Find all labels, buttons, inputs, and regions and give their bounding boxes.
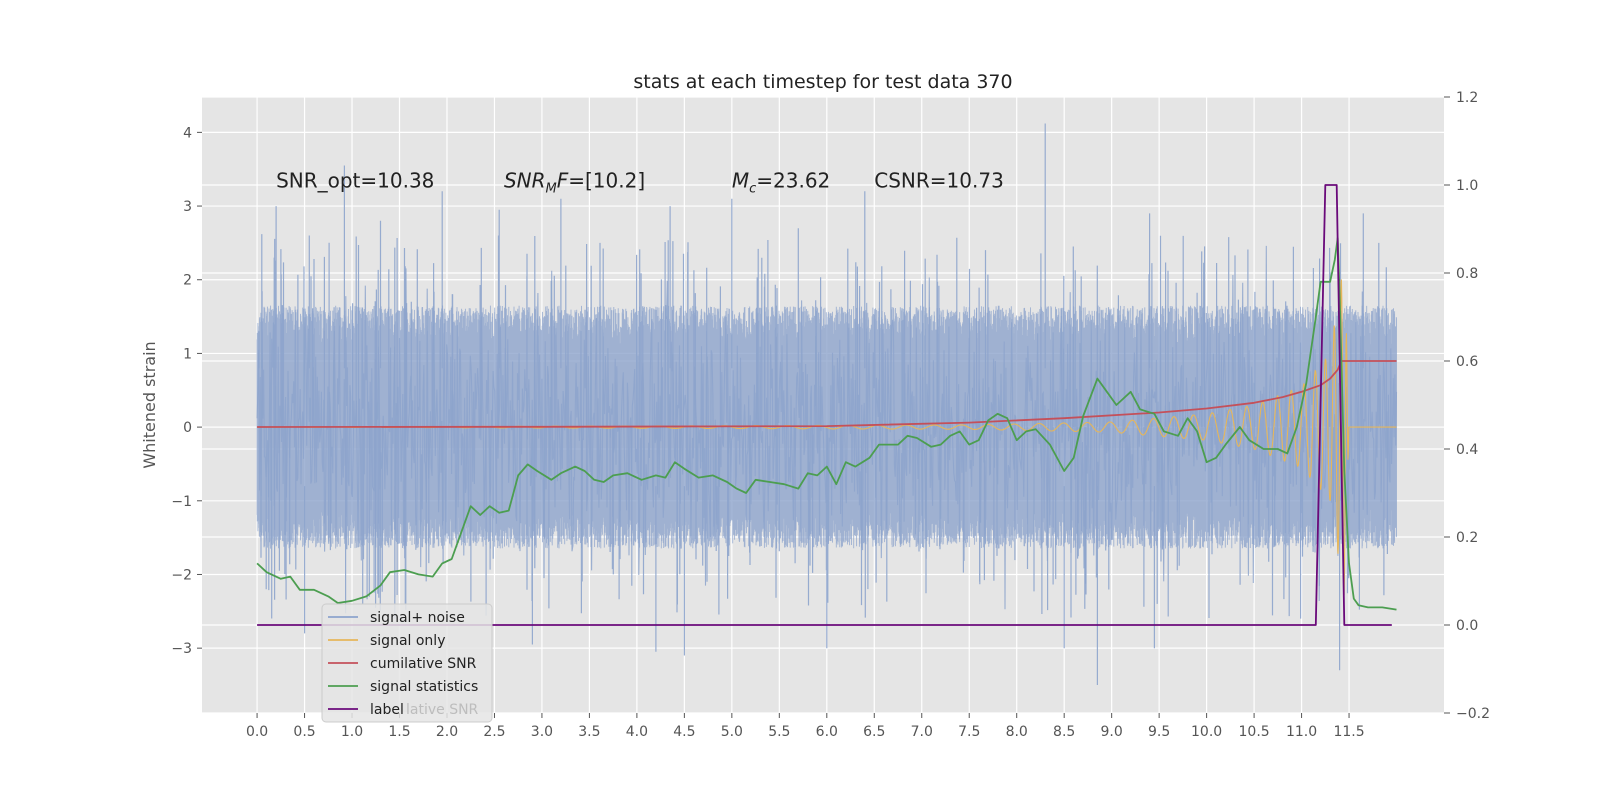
y-axis-label: Whitened strain	[140, 341, 159, 468]
series-signal-noise-spikes	[258, 123, 1388, 685]
x-tick-label: 2.0	[436, 724, 458, 740]
x-tick-label: 5.5	[768, 724, 790, 740]
x-tick-label: 4.5	[673, 724, 695, 740]
annotation-csnr: CSNR=10.73	[874, 168, 1004, 192]
y2-tick-label: 0.8	[1456, 266, 1478, 282]
y2-tick-label: 0.6	[1456, 354, 1478, 370]
chart-title: stats at each timestep for test data 370	[633, 71, 1012, 93]
legend: lative SNR signal+ noise signal only cumila…	[321, 603, 493, 723]
x-tick-label: 5.0	[721, 724, 743, 740]
legend-label: signal only	[370, 633, 445, 649]
y2-tick-label: 1.2	[1456, 90, 1478, 106]
y-tick-label: −3	[171, 641, 192, 657]
legend-label: cumilative SNR	[370, 656, 477, 672]
x-tick-label: 6.5	[863, 724, 885, 740]
x-tick-label: 8.5	[1053, 724, 1075, 740]
x-tick-label: 11.0	[1286, 724, 1317, 740]
x-tick-label: 0.5	[293, 724, 315, 740]
x-tick-label: 6.0	[816, 724, 838, 740]
x-tick-label: 9.5	[1148, 724, 1170, 740]
y2-tick-label: 0.4	[1456, 442, 1478, 458]
legend-box	[321, 603, 493, 723]
y-tick-label: −1	[171, 494, 192, 510]
y-tick-label: 4	[183, 125, 192, 141]
y2-tick-label: 0.2	[1456, 530, 1478, 546]
legend-ghost-text: lative SNR	[406, 702, 479, 718]
legend-label: signal statistics	[370, 679, 478, 695]
series-signal-statistics	[256, 236, 1397, 611]
x-tick-label: 8.0	[1006, 724, 1028, 740]
x-tick-label: 10.5	[1239, 724, 1270, 740]
x-tick-label: 3.5	[578, 724, 600, 740]
x-tick-label: 9.0	[1101, 724, 1123, 740]
legend-label: signal+ noise	[370, 610, 465, 626]
x-tick-label: 1.5	[388, 724, 410, 740]
series-label	[257, 184, 1392, 626]
x-tick-label: 7.0	[911, 724, 933, 740]
legend-label: label	[370, 702, 404, 718]
y2-tick-label: 0.0	[1456, 618, 1478, 634]
x-tick-label: 1.0	[341, 724, 363, 740]
x-tick-label: 7.5	[958, 724, 980, 740]
y2-tick-label: 1.0	[1456, 178, 1478, 194]
x-tick-label: 11.5	[1333, 724, 1364, 740]
x-tick-label: 0.0	[246, 724, 268, 740]
x-tick-label: 4.0	[626, 724, 648, 740]
annotations: SNR_opt=10.38 SNRMF=[10.2] Mc=23.62 CSNR=10…	[276, 168, 1004, 196]
data-layer	[256, 123, 1398, 685]
y-tick-label: −2	[171, 567, 192, 583]
y-tick-label: 1	[183, 346, 192, 362]
y-tick-label: 2	[183, 273, 192, 289]
axes: 0.0 0.5 1.0 1.5 2.0 2.5 3.0 3.5 4.0 4.5 5.0 5.5 6.0 6…	[171, 90, 1490, 740]
y-tick-label: 0	[183, 420, 192, 436]
annotation-snr-opt: SNR_opt=10.38	[276, 168, 434, 192]
y-tick-label: 3	[183, 199, 192, 215]
plot-area	[256, 123, 1398, 685]
annotation-mc: Mc=23.62	[732, 168, 830, 196]
x-tick-label: 3.0	[531, 724, 553, 740]
y2-tick-label: −0.2	[1456, 706, 1490, 722]
x-tick-label: 2.5	[483, 724, 505, 740]
x-tick-label: 10.0	[1191, 724, 1222, 740]
annotation-snr-mf: SNRMF=[10.2]	[504, 168, 645, 196]
